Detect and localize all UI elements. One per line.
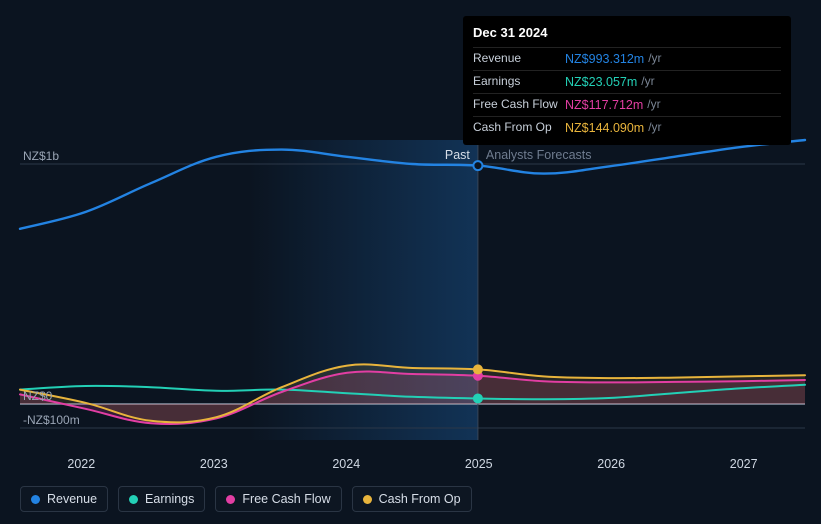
legend-dot-icon [129, 495, 138, 504]
legend-dot-icon [31, 495, 40, 504]
y-axis-tick-label: -NZ$100m [23, 413, 80, 427]
tooltip-row-unit: /yr [648, 50, 661, 68]
tooltip-row-label: Free Cash Flow [473, 96, 565, 114]
legend-item-fcf[interactable]: Free Cash Flow [215, 486, 341, 512]
tooltip-row-value: NZ$144.090m [565, 119, 644, 137]
x-axis-labels: 2022 2023 2024 2025 2026 2027 [67, 457, 757, 471]
x-axis-tick-label: 2027 [730, 457, 758, 471]
chart-tooltip: Dec 31 2024 RevenueNZ$993.312m/yrEarning… [463, 16, 791, 145]
y-axis-tick-label: NZ$1b [23, 149, 59, 163]
x-axis-tick-label: 2026 [597, 457, 625, 471]
legend-item-label: Cash From Op [379, 492, 461, 506]
chart-legend: Revenue Earnings Free Cash Flow Cash From O… [20, 486, 472, 512]
tooltip-row: EarningsNZ$23.057m/yr [473, 70, 781, 93]
tooltip-row: RevenueNZ$993.312m/yr [473, 47, 781, 70]
tooltip-date: Dec 31 2024 [473, 24, 781, 47]
tooltip-row-label: Cash From Op [473, 119, 565, 137]
tooltip-row-label: Revenue [473, 50, 565, 68]
legend-dot-icon [226, 495, 235, 504]
tooltip-row: Cash From OpNZ$144.090m/yr [473, 116, 781, 139]
x-axis-tick-label: 2022 [67, 457, 95, 471]
tooltip-row-value: NZ$117.712m [565, 96, 643, 114]
legend-item-cfo[interactable]: Cash From Op [352, 486, 472, 512]
past-label: Past [445, 148, 470, 162]
legend-item-label: Free Cash Flow [242, 492, 330, 506]
tooltip-row-unit: /yr [648, 119, 661, 137]
finance-forecast-chart: NZ$1b NZ$0 -NZ$100m Past Analysts Forecast… [0, 0, 821, 524]
tooltip-row: Free Cash FlowNZ$117.712m/yr [473, 93, 781, 116]
legend-item-label: Earnings [145, 492, 194, 506]
x-axis-tick-label: 2023 [200, 457, 228, 471]
legend-item-label: Revenue [47, 492, 97, 506]
x-axis-tick-label: 2025 [465, 457, 493, 471]
legend-item-revenue[interactable]: Revenue [20, 486, 108, 512]
tooltip-row-unit: /yr [647, 96, 660, 114]
tooltip-row-unit: /yr [641, 73, 654, 91]
y-axis-tick-label: NZ$0 [23, 389, 52, 403]
tooltip-row-value: NZ$993.312m [565, 50, 644, 68]
tooltip-row-value: NZ$23.057m [565, 73, 637, 91]
x-axis-tick-label: 2024 [332, 457, 360, 471]
tooltip-row-label: Earnings [473, 73, 565, 91]
legend-item-earnings[interactable]: Earnings [118, 486, 205, 512]
legend-dot-icon [363, 495, 372, 504]
forecast-label: Analysts Forecasts [486, 148, 592, 162]
